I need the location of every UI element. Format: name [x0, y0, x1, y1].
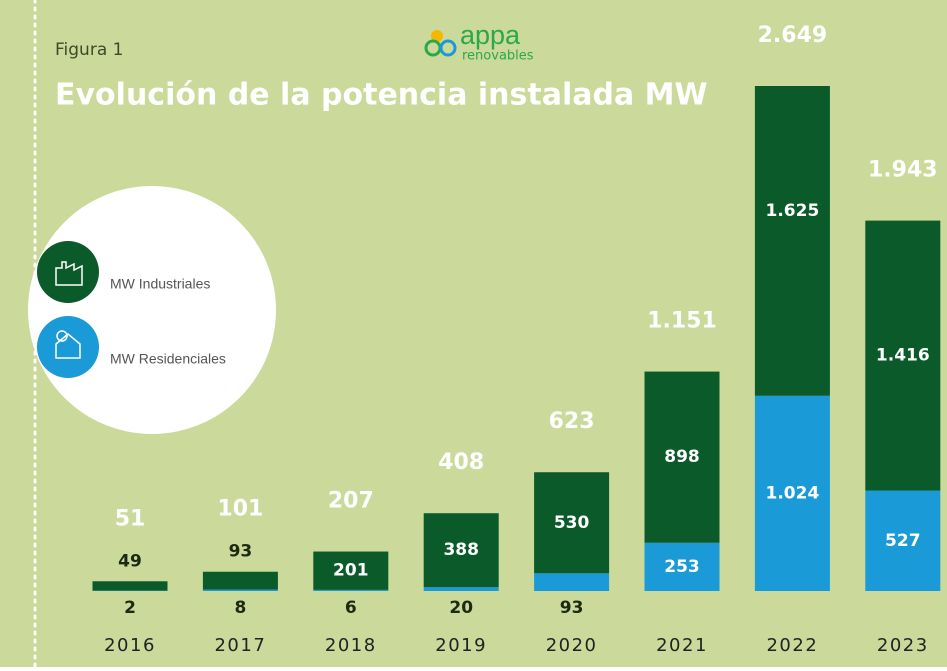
- x-tick-label: 2020: [546, 635, 598, 656]
- figure-label: Figura 1: [55, 40, 123, 60]
- legend-label: MW Industriales: [110, 276, 210, 292]
- bar-segment: [203, 572, 278, 590]
- total-label: 623: [549, 409, 595, 434]
- value-label: 49: [118, 551, 142, 571]
- logo-sub: renovables: [462, 49, 534, 64]
- total-label: 2.649: [758, 23, 828, 48]
- chart-title: Evolución de la potencia instalada MW: [55, 78, 708, 113]
- legend-panel: [28, 186, 276, 434]
- bar-segment: [755, 86, 830, 396]
- total-label: 1.151: [647, 309, 717, 334]
- bar-segment: [313, 590, 388, 591]
- value-label: 253: [664, 557, 700, 577]
- value-label: 8: [234, 598, 246, 618]
- value-label: 20: [449, 598, 473, 618]
- total-label: 51: [115, 506, 146, 531]
- x-tick-label: 2022: [766, 635, 818, 656]
- legend-label: MW Residenciales: [110, 351, 226, 367]
- x-tick-label: 2019: [435, 635, 487, 656]
- value-label: 201: [333, 561, 369, 581]
- value-label: 527: [885, 531, 921, 551]
- value-label: 1.625: [766, 201, 820, 221]
- total-label: 408: [438, 450, 484, 475]
- value-label: 93: [229, 542, 253, 562]
- value-label: 6: [345, 598, 357, 618]
- value-label: 388: [443, 540, 479, 560]
- x-tick-label: 2021: [656, 635, 708, 656]
- total-label: 101: [217, 497, 263, 522]
- bar-segment: [534, 573, 609, 591]
- total-label: 1.943: [868, 158, 938, 183]
- total-label: 207: [328, 489, 374, 514]
- value-label: 1.024: [766, 483, 820, 503]
- value-label: 93: [560, 598, 584, 618]
- legend-swatch: [37, 241, 99, 303]
- legend-swatch: [37, 316, 99, 378]
- bar-segment: [424, 587, 499, 591]
- x-tick-label: 2017: [214, 635, 266, 656]
- value-label: 530: [554, 513, 590, 533]
- value-label: 2: [124, 598, 136, 618]
- x-tick-label: 2018: [325, 635, 377, 656]
- x-tick-label: 2023: [877, 635, 929, 656]
- bar-segment: [93, 581, 168, 590]
- value-label: 1.416: [876, 346, 930, 366]
- bar-segment: [203, 589, 278, 591]
- value-label: 898: [664, 447, 700, 467]
- x-tick-label: 2016: [104, 635, 156, 656]
- logo-name: appa: [460, 20, 521, 50]
